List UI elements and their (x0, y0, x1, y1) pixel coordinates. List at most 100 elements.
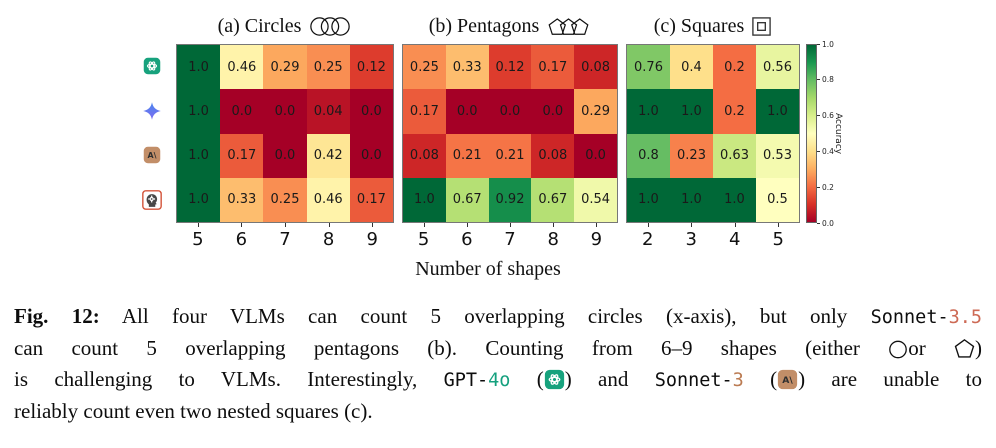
x-tick-label: 5 (757, 223, 801, 251)
circle-shape-icon (889, 340, 908, 359)
x-tick-label: 3 (670, 223, 714, 251)
x-tick-label: 9 (575, 223, 618, 251)
figure-12-heatmaps: (a) Circles (b) Pentagons (c) Squares A\… (142, 13, 843, 280)
panel-a-title: (a) Circles (176, 13, 394, 40)
heatmap-cell: 0.25 (403, 45, 446, 90)
heatmap-cell: 1.0 (756, 89, 799, 134)
heatmap-cell: 0.0 (488, 89, 532, 134)
heatmap-cell: 0.17 (349, 177, 393, 222)
heatmap-cell: 0.0 (263, 89, 307, 134)
heatmap-cell: 1.0 (177, 89, 221, 134)
x-tick-label: 7 (488, 223, 531, 251)
colorbar-tick-label: 0.6 (817, 111, 834, 120)
colorbar-tick-label: 0.8 (817, 75, 834, 84)
heatmap-cell: 0.92 (488, 177, 532, 222)
caption-text-text: is challenging to VLMs. Interestingly, (14, 367, 444, 391)
heatmap-cell: 1.0 (713, 177, 756, 222)
gemini-star-icon (143, 101, 161, 120)
heatmap-cell: 0.17 (531, 45, 575, 90)
overlapping-circles-icon (310, 17, 351, 36)
heatmap-cell: 0.17 (403, 89, 446, 134)
caption-bold-text: Fig. 12: (14, 304, 100, 328)
heatmap-cell: 0.56 (756, 45, 799, 90)
heatmap-cell: 0.25 (263, 177, 307, 222)
heatmap-cell: 0.67 (531, 177, 575, 222)
panel-b-title-text: (b) Pentagons (428, 15, 540, 37)
caption-text-text: ( (510, 367, 544, 391)
colorbar-gradient (806, 44, 817, 223)
heatmap-cell: 1.0 (627, 177, 670, 222)
caption-line: reliably count even two nested squares (… (14, 396, 982, 427)
heatmap-circles: 1.0 0.46 0.29 0.25 0.12 1.0 0.0 0.0 0.04 0.0 1.0 0.… (176, 44, 394, 223)
heatmap-cell: 0.54 (574, 177, 617, 222)
openai-gpt-4o-icon (143, 57, 161, 75)
heatmap-pentagons: 0.25 0.33 0.12 0.17 0.08 0.17 0.0 0.0 0.0 0.29 0.0… (402, 44, 618, 223)
heatmap-cell: 0.67 (445, 177, 489, 222)
caption-text-text: reliably count even two nested squares (… (14, 399, 373, 423)
caption-text-text: ( (743, 367, 778, 391)
caption-mono-text: Sonnet- (870, 307, 949, 328)
heatmap-cell: 0.0 (349, 89, 393, 134)
heatmap-cell: 1.0 (627, 89, 670, 134)
anthropic-sonnet-icon-row: A\ (143, 146, 161, 164)
panel-b-title: (b) Pentagons (402, 13, 618, 40)
x-tick-label: 8 (532, 223, 575, 251)
colorbar-label: Accuracy (833, 112, 843, 155)
heatmap-cell: 0.33 (445, 45, 489, 90)
openai-gpt-4o-icon-row (143, 57, 161, 75)
gemini-star-icon-row (142, 101, 162, 121)
panel-a-title-text: (a) Circles (217, 15, 302, 37)
x-tick-label: 9 (350, 223, 394, 251)
caption-mono-text: GPT- (443, 370, 489, 391)
x-tick-label: 7 (263, 223, 307, 251)
heatmap-cell: 0.53 (756, 133, 799, 178)
heatmap-cell: 0.63 (713, 133, 756, 178)
anthropic-sonnet-icon: A\ (143, 147, 161, 164)
caption-line: is challenging to VLMs. Interestingly, G… (14, 364, 982, 396)
x-tick-label: 5 (176, 223, 220, 251)
head-gear-sonnet35-icon (142, 190, 162, 210)
x-tick-label: 5 (402, 223, 445, 251)
heatmap-cell: 0.0 (263, 133, 307, 178)
svg-text:A\: A\ (782, 375, 793, 386)
heatmap-cell: 1.0 (177, 45, 221, 90)
heatmap-cell: 0.46 (220, 45, 264, 90)
heatmap-cell: 0.29 (574, 89, 617, 134)
panel-c-title: (c) Squares (626, 13, 800, 40)
heatmap-cell: 0.23 (670, 133, 713, 178)
figure-caption: Fig. 12: All four VLMs can count 5 overl… (14, 301, 982, 427)
x-tick-label: 6 (445, 223, 488, 251)
heatmap-cell: 0.2 (713, 45, 756, 90)
heatmap-cell: 0.42 (306, 133, 350, 178)
x-axis-label: Number of shapes (415, 258, 561, 280)
caption-mono-text: 3.5 (948, 307, 983, 328)
heatmap-cell: 1.0 (403, 177, 446, 222)
x-tick-label: 2 (626, 223, 670, 251)
overlapping-pentagons-icon (548, 18, 589, 35)
heatmap-cell: 0.08 (574, 45, 617, 90)
heatmap-cell: 1.0 (670, 177, 713, 222)
heatmap-cell: 0.29 (263, 45, 307, 90)
caption-text-text: All four VLMs can count 5 overlapping ci… (99, 304, 871, 328)
heatmap-cell: 0.04 (306, 89, 350, 134)
heatmap-cell: 0.0 (574, 133, 617, 178)
caption-mono-text: 3 (732, 370, 744, 391)
openai-gpt-4o-icon (544, 369, 564, 390)
colorbar-tick-label: 0.4 (817, 147, 834, 156)
heatmap-cell: 0.5 (756, 177, 799, 222)
anthropic-sonnet-icon: A\ (777, 369, 798, 390)
heatmap-cell: 0.12 (349, 45, 393, 90)
pentagon-shape-icon (954, 339, 975, 358)
colorbar-ticks: 1.0 0.8 0.6 0.4 0.2 0.0 (817, 40, 843, 228)
heatmap-cell: 0.2 (713, 89, 756, 134)
colorbar-tick-label: 0.2 (817, 183, 834, 192)
x-tick-label: 8 (307, 223, 351, 251)
caption-text-text: can count 5 overlapping pentagons (b). C… (14, 336, 889, 360)
colorbar-tick-label: 0.0 (817, 219, 834, 228)
nested-squares-icon (752, 17, 772, 36)
heatmap-cell: 0.8 (627, 133, 670, 178)
heatmap-cell: 0.0 (445, 89, 489, 134)
